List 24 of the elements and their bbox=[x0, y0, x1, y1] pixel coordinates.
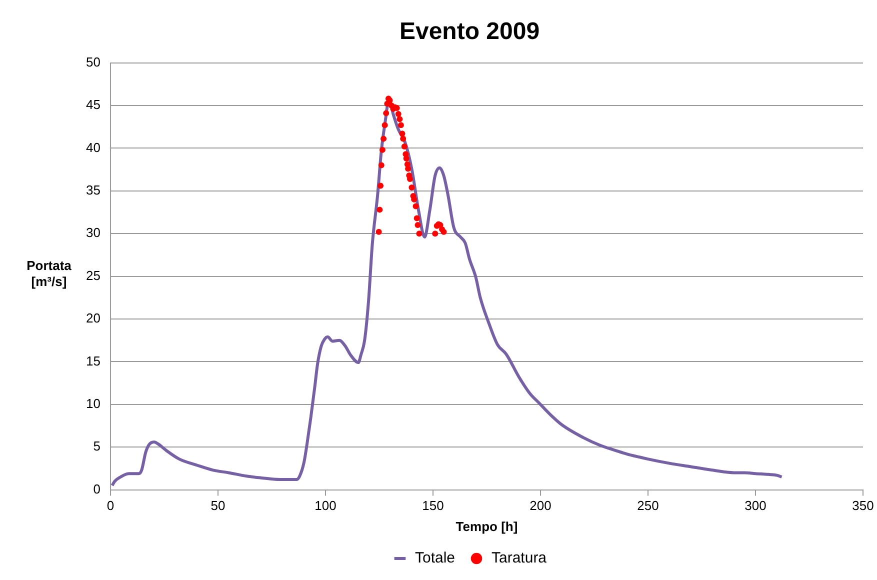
y-tick-label: 35 bbox=[86, 182, 100, 198]
x-tick-label: 350 bbox=[852, 498, 874, 514]
x-tick-label: 0 bbox=[106, 498, 114, 514]
y-tick-label: 50 bbox=[86, 54, 100, 70]
x-axis-title: Tempo [h] bbox=[456, 518, 518, 534]
y-tick-label: 20 bbox=[86, 310, 100, 326]
chart-title: Evento 2009 bbox=[399, 18, 540, 46]
x-tick-label: 150 bbox=[422, 498, 444, 514]
legend-label: Totale bbox=[414, 550, 456, 567]
x-tick-label: 50 bbox=[210, 498, 226, 514]
x-tick-label: 300 bbox=[744, 498, 766, 514]
y-tick-label: 25 bbox=[86, 268, 100, 283]
x-tick-label: 100 bbox=[314, 498, 336, 514]
y-tick-label: 0 bbox=[93, 481, 100, 496]
x-tick-label: 200 bbox=[530, 498, 552, 514]
y-tick-label: 40 bbox=[86, 140, 100, 155]
y-tick-label: 45 bbox=[86, 97, 100, 112]
y-tick-label: 15 bbox=[86, 353, 100, 368]
y-axis-title: Portata [m³/s] bbox=[26, 258, 72, 290]
x-tick-label: 250 bbox=[637, 498, 659, 514]
y-tick-label: 5 bbox=[93, 438, 100, 454]
y-tick-label: 30 bbox=[86, 225, 100, 240]
legend-label: Taratura bbox=[492, 550, 548, 567]
y-tick-label: 10 bbox=[86, 396, 100, 411]
